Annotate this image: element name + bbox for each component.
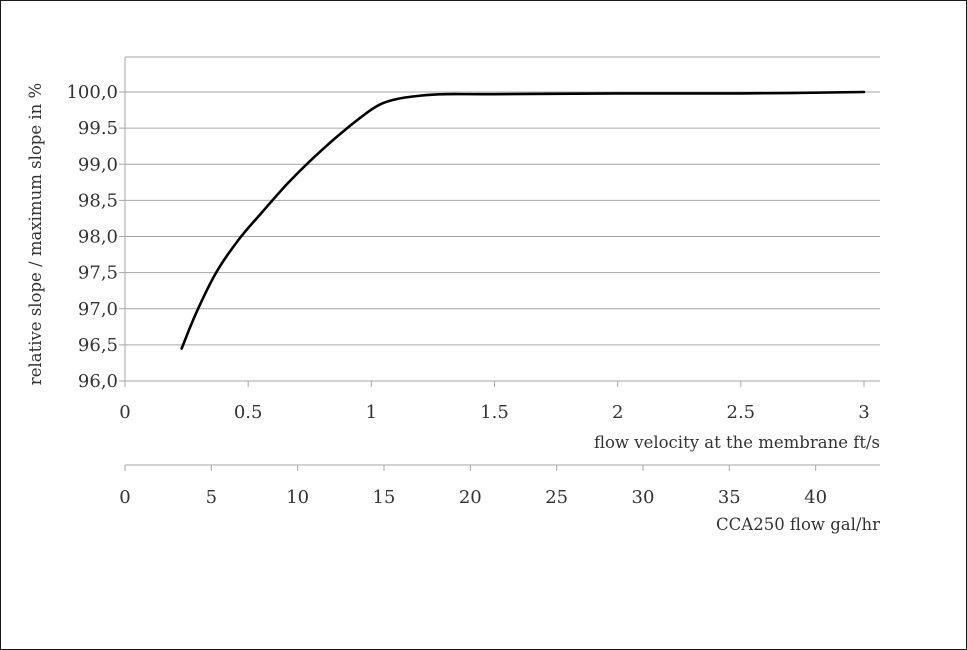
series-line xyxy=(180,90,866,350)
y-tick-label: 99,0 xyxy=(78,154,118,175)
x2-tick-label: 30 xyxy=(632,487,655,508)
x-axis: 0 0.5 1 1.5 2 2.5 3 xyxy=(119,380,880,423)
x2-tick-label: 10 xyxy=(286,487,309,508)
x-tick-label: 2.5 xyxy=(727,402,756,423)
x-tick-label: 3 xyxy=(858,402,869,423)
y-tick-label: 97,0 xyxy=(78,299,118,320)
y-axis-title: relative slope / maximum slope in % xyxy=(26,83,45,385)
x2-tick-label: 25 xyxy=(545,487,568,508)
y-tick-label: 97,5 xyxy=(78,263,118,284)
x-tick-label: 1.5 xyxy=(480,402,509,423)
y-tick-label: 98,0 xyxy=(78,227,118,248)
x2-tick-label: 15 xyxy=(373,487,396,508)
x2-tick-label: 35 xyxy=(718,487,741,508)
x2-tick-label: 5 xyxy=(206,487,217,508)
x-tick-label: 1 xyxy=(366,402,377,423)
y-tick-label: 98,5 xyxy=(78,190,118,211)
y-tick-label: 96,5 xyxy=(78,335,118,356)
series-layer xyxy=(180,90,866,350)
gridlines xyxy=(119,56,880,382)
x-tick-label: 0 xyxy=(119,402,130,423)
x-axis-title: flow velocity at the membrane ft/s xyxy=(594,433,880,452)
x2-tick-label: 0 xyxy=(119,487,130,508)
x-tick-label: 0.5 xyxy=(234,402,263,423)
y-tick-label: 100,0 xyxy=(66,82,118,103)
secondary-x-axis-title: CCA250 flow gal/hr xyxy=(716,515,880,534)
x2-tick-label: 40 xyxy=(804,487,827,508)
y-tick-label: 96,0 xyxy=(78,371,118,392)
y-tick-label: 99.5 xyxy=(78,118,118,139)
x2-tick-label: 20 xyxy=(459,487,482,508)
y-tick-labels: 96,0 96,5 97,0 97,5 98,0 98,5 99,0 99.5 100,0 xyxy=(66,82,118,392)
secondary-x-axis: 0 5 10 15 20 25 30 35 40 xyxy=(119,464,880,508)
x-tick-label: 2 xyxy=(612,402,623,423)
